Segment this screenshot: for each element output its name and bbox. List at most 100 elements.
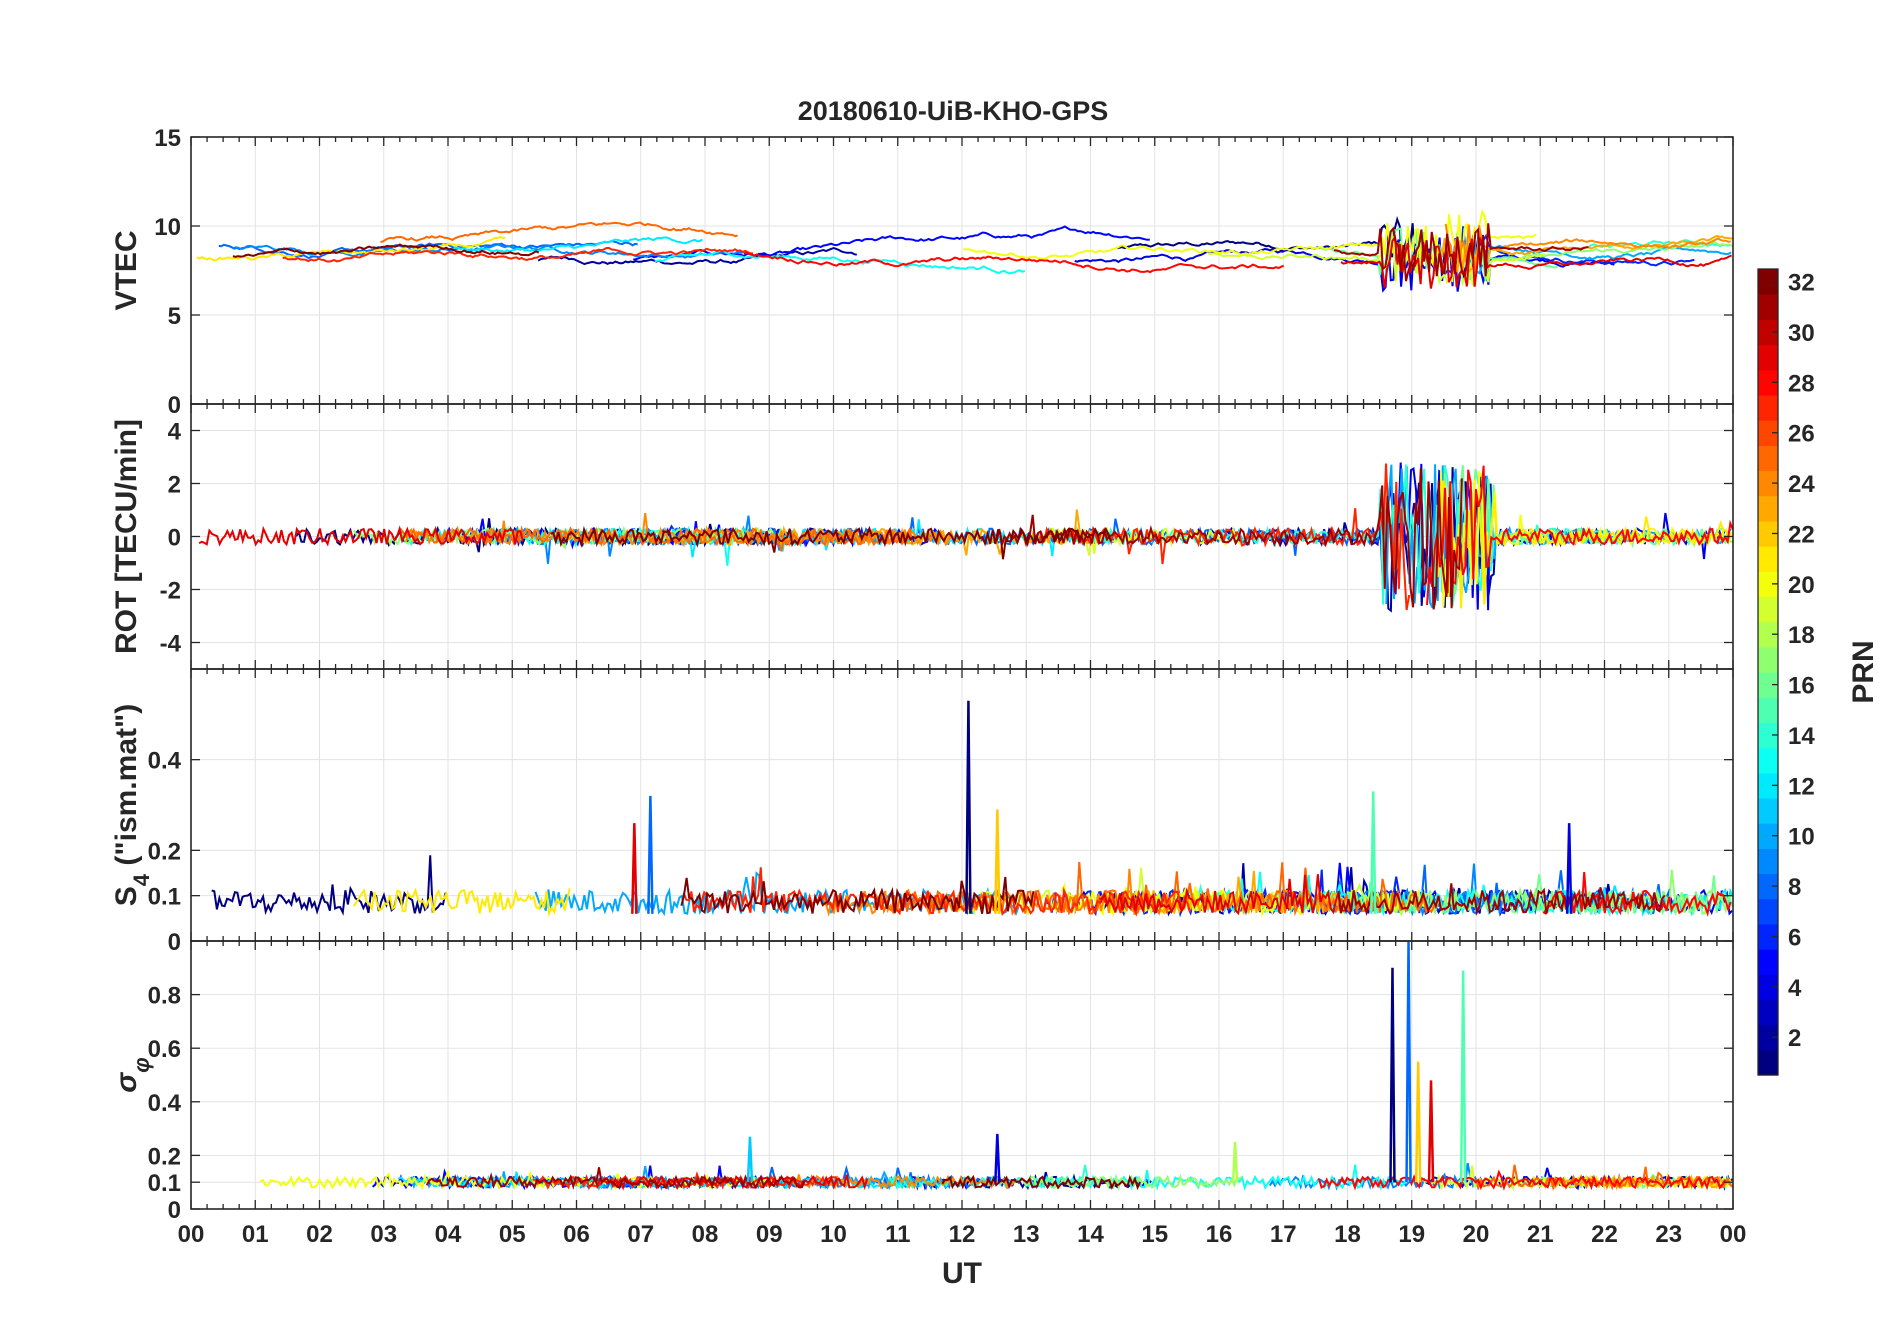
- x-axis: 00 01 02 03 04 05 06 07 08 09 10 11 12 13 14 15 16 17 18 19…: [178, 1221, 1747, 1290]
- colorbar-segment: [1758, 797, 1778, 824]
- colorbar-segment: [1758, 873, 1778, 900]
- x-tick-label: 00: [1720, 1221, 1747, 1248]
- series-prn-31: [425, 1167, 806, 1190]
- series-prn-1: [1116, 216, 1427, 273]
- colorbar-segment: [1758, 898, 1778, 925]
- colorbar-tick-label: 22: [1788, 521, 1815, 548]
- series-prn-28: [1426, 465, 1733, 606]
- x-tick-label: 10: [820, 1221, 847, 1248]
- spike: [631, 823, 638, 914]
- colorbar-segment: [1758, 445, 1778, 472]
- series-group: [211, 700, 1733, 918]
- panel-4: 00.10.2 0.4 0.6 0.8 σφ: [110, 940, 1734, 1224]
- y-label-rest: ("ism.mat"): [110, 704, 143, 874]
- chart-title: 20180610-UiB-KHO-GPS: [798, 96, 1109, 126]
- colorbar-tick-label: 16: [1788, 673, 1815, 700]
- colorbar-frame: [1757, 268, 1779, 1076]
- colorbar-segment: [1758, 319, 1778, 346]
- series-prn-28: [743, 251, 1285, 274]
- colorbar-segment: [1758, 420, 1778, 446]
- series-prn-20: [1060, 882, 1309, 918]
- colorbar-tick-label: 28: [1788, 370, 1815, 397]
- y-axis-label: σφ: [110, 1057, 154, 1092]
- colorbar-tick-label: 2: [1788, 1025, 1801, 1052]
- x-tick-label: 06: [563, 1221, 590, 1248]
- series-prn-27: [282, 247, 754, 263]
- spike: [1565, 823, 1573, 914]
- spike: [994, 809, 1001, 914]
- series-prn-32: [550, 525, 1112, 560]
- spike: [1427, 1080, 1435, 1183]
- colorbar-tick-label: 26: [1788, 421, 1815, 448]
- colorbar-tick-label: 10: [1788, 824, 1815, 851]
- x-tick-label: 09: [756, 1221, 783, 1248]
- series-prn-8: [218, 239, 638, 260]
- colorbar-segment: [1758, 520, 1778, 547]
- spike: [1231, 1141, 1239, 1183]
- y-tick-label: 0.2: [148, 1143, 181, 1170]
- series-prn-32: [232, 243, 540, 258]
- series-prn-9: [1268, 1163, 1487, 1191]
- colorbar-segment: [1758, 621, 1778, 648]
- colorbar-segment: [1758, 823, 1778, 849]
- series-prn-17: [1506, 241, 1733, 262]
- y-tick-label: 0.2: [148, 838, 181, 865]
- spike: [647, 795, 654, 914]
- x-tick-label: 16: [1206, 1221, 1233, 1248]
- colorbar-segment: [1758, 646, 1778, 673]
- y-axis-label: S4 ("ism.mat"): [110, 704, 154, 906]
- colorbar-tick-label: 12: [1788, 773, 1815, 800]
- colorbar-segment: [1758, 848, 1778, 875]
- colorbar-segment: [1758, 1024, 1778, 1051]
- colorbar-segment: [1758, 999, 1778, 1026]
- series-group: [198, 462, 1733, 613]
- series-prn-1: [211, 855, 447, 916]
- x-tick-label: 23: [1655, 1221, 1682, 1248]
- y-tick-label: 2: [168, 472, 181, 499]
- colorbar-segment: [1758, 596, 1778, 623]
- colorbar-tick-label: 32: [1788, 270, 1815, 297]
- series-prn-31: [1337, 883, 1666, 917]
- y-label-sub: 4: [129, 873, 154, 886]
- series-prn-21: [1437, 480, 1732, 609]
- spike: [1405, 941, 1412, 1183]
- spike: [1414, 1061, 1422, 1183]
- y-tick-label: 0.4: [148, 748, 182, 775]
- colorbar-tick-label: 14: [1788, 723, 1815, 750]
- colorbar-segment: [1758, 394, 1778, 421]
- x-tick-label: 21: [1527, 1221, 1554, 1248]
- colorbar-segment: [1758, 571, 1778, 598]
- colorbar-segment: [1758, 949, 1778, 975]
- y-axis-label: VTEC: [110, 230, 143, 310]
- series-prn-31: [995, 468, 1463, 610]
- series-prn-25: [380, 221, 739, 244]
- series-prn-12: [452, 236, 703, 253]
- y-tick-label: -4: [160, 631, 182, 658]
- colorbar-label: PRN: [1847, 640, 1880, 703]
- colorbar-tick-label: 30: [1788, 320, 1815, 347]
- y-label-main: S: [110, 886, 143, 906]
- y-tick-label: 4: [168, 419, 182, 446]
- y-tick-label: 0: [168, 392, 181, 419]
- y-tick-label: 0.8: [148, 983, 181, 1010]
- series-prn-32: [680, 876, 1035, 915]
- y-axis-label: ROT [TECU/min]: [110, 419, 143, 654]
- y-tick-label: 0: [168, 525, 181, 552]
- y-label-main: σ: [110, 1072, 143, 1093]
- series-prn-28: [1318, 1169, 1726, 1192]
- x-tick-label: 05: [499, 1221, 526, 1248]
- y-tick-label: 0: [168, 1197, 181, 1224]
- colorbar-segment: [1758, 294, 1778, 320]
- series-group: [259, 941, 1733, 1192]
- series-prn-32: [941, 1174, 1142, 1191]
- series-prn-13: [654, 249, 1026, 275]
- spike: [1369, 791, 1377, 914]
- y-tick-label: 0: [168, 929, 181, 956]
- panel-1: 0 5 10 15 VTEC: [110, 125, 1734, 419]
- colorbar-segment: [1758, 369, 1778, 396]
- colorbar-tick-label: 6: [1788, 924, 1801, 951]
- y-tick-label: 0.6: [148, 1036, 181, 1063]
